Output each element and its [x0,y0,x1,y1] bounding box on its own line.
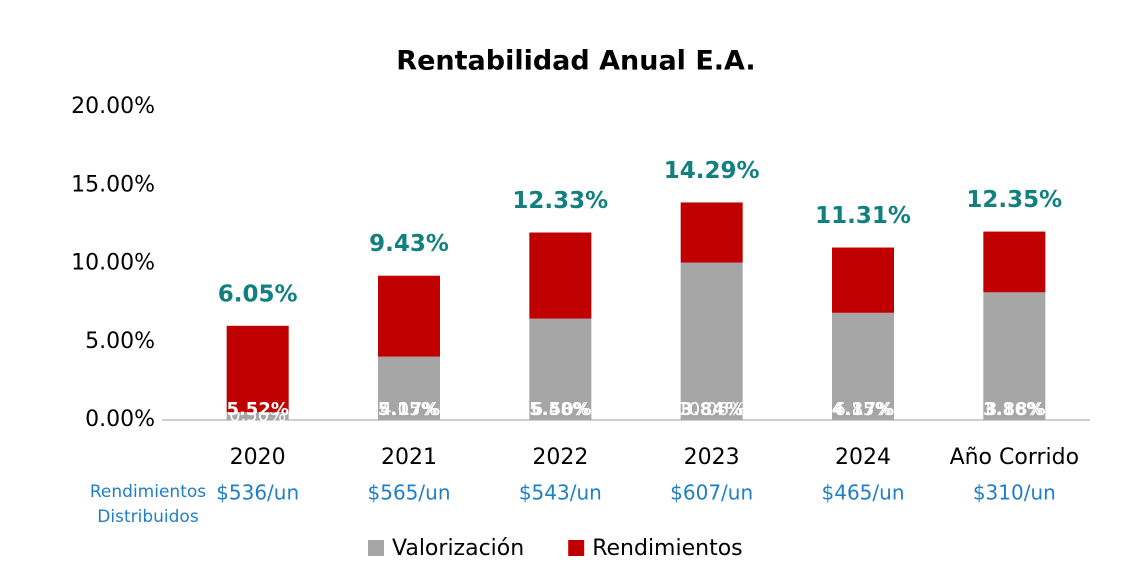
distributed-label: Rendimientos [90,482,206,502]
x-tick-label: 2024 [835,445,891,470]
legend-swatch [368,540,384,556]
bar-segment [680,262,743,420]
distributed-value: $465/un [822,481,905,505]
x-tick-label: 2022 [532,445,588,470]
bar-segment [680,202,743,263]
bar-segment [378,356,440,420]
legend-swatch [568,540,585,556]
data-label: 5.17% [378,399,440,420]
distributed-value: $536/un [216,481,299,505]
legend-label: Valorización [392,536,524,561]
y-tick-label: 15.00% [71,172,155,197]
data-label: 4.17% [832,399,894,420]
x-tick-label: 2020 [230,445,286,470]
x-tick-label: 2021 [381,445,437,470]
bar-segment [832,247,894,313]
distributed-value: $310/un [973,481,1056,505]
data-label: 5.50% [529,399,591,420]
y-tick-label: 0.00% [85,407,155,432]
distributed-value: $565/un [368,481,451,505]
bar-segment [226,325,289,413]
x-tick-label: 2023 [684,445,740,470]
bar-segment [832,312,894,420]
distributed-value: $543/un [519,481,602,505]
y-tick-label: 10.00% [71,251,155,276]
data-label: 5.52% [226,399,288,420]
bar-segment [983,231,1046,293]
bar-segment [226,412,289,420]
bar-segment [529,232,592,319]
total-label: 12.33% [512,188,608,214]
data-label: 3.88% [983,399,1045,420]
bar-segment [983,292,1046,420]
data-label: 6.48% [532,399,589,420]
bar-segment [529,318,592,420]
chart-title: Rentabilidad Anual E.A. [396,46,755,77]
bar-segment [378,275,440,357]
data-label: 3.84% [680,399,742,420]
y-tick-label: 5.00% [85,329,155,354]
total-label: 9.43% [369,231,449,257]
data-label: 6.85% [834,399,891,420]
data-label: 4.05% [380,399,437,420]
data-label: 10.06% [677,399,746,420]
distributed-value: $607/un [670,481,753,505]
distributed-label: Distribuidos [97,507,199,527]
total-label: 12.35% [966,187,1062,213]
y-tick-label: 20.00% [71,94,155,119]
total-label: 14.29% [664,158,760,184]
total-label: 11.31% [815,203,911,229]
data-label: 8.16% [986,399,1043,420]
legend-label: Rendimientos [592,536,742,561]
x-tick-label: Año Corrido [950,445,1080,470]
total-label: 6.05% [218,281,298,307]
